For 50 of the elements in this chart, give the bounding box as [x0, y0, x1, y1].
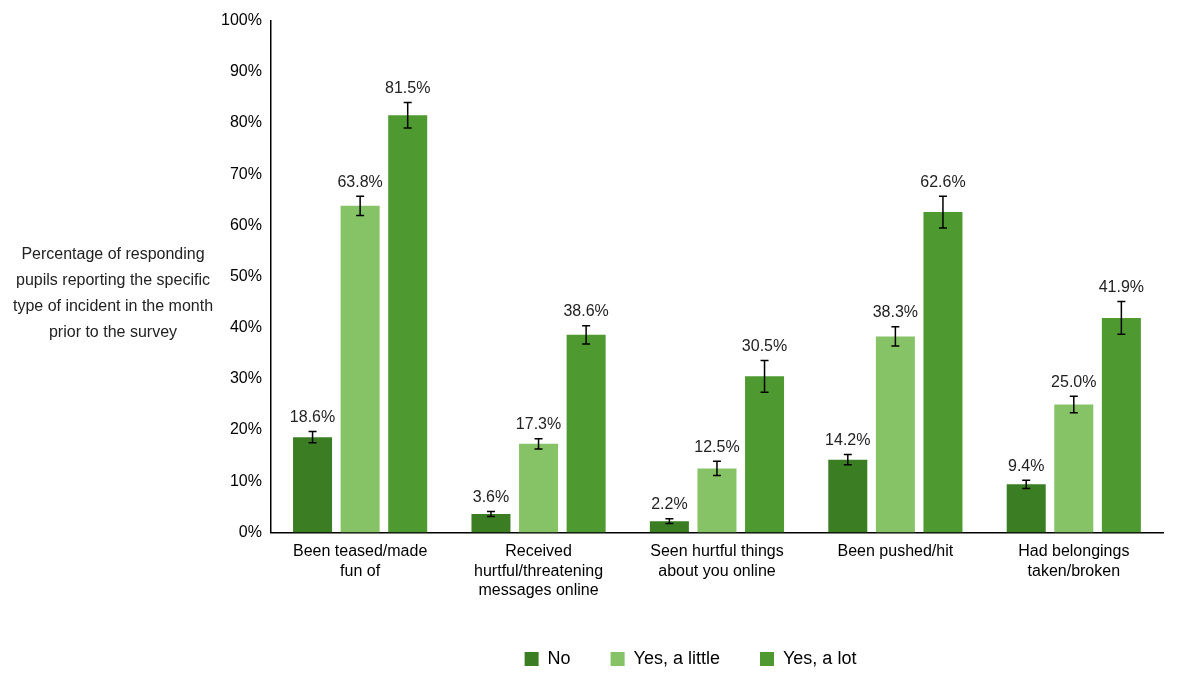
- x-tick-label: Had belongings taken/broken: [1018, 542, 1130, 579]
- y-tick-label: 0%: [238, 522, 262, 540]
- y-tick-label: 80%: [229, 113, 262, 131]
- data-label: 30.5%: [741, 336, 788, 354]
- data-label: 38.3%: [872, 303, 919, 321]
- bar: [875, 336, 915, 533]
- x-tick-label: Been pushed/hit: [837, 542, 954, 560]
- bar: [519, 443, 559, 533]
- data-label: 12.5%: [694, 437, 740, 455]
- bar: [649, 521, 689, 533]
- data-label: 81.5%: [385, 78, 431, 96]
- data-label: 63.8%: [337, 172, 383, 190]
- bar: [566, 334, 606, 533]
- bar: [745, 376, 785, 533]
- y-tick-label: 60%: [229, 215, 262, 233]
- y-tick-label: 90%: [229, 62, 262, 80]
- bar: [471, 513, 511, 533]
- y-tick-label: 50%: [229, 266, 262, 284]
- y-tick-label: 20%: [229, 420, 262, 438]
- legend-label: Yes, a lot: [783, 647, 857, 668]
- data-label: 38.6%: [563, 302, 609, 320]
- x-tick-label: Been teased/made fun of: [292, 542, 428, 579]
- y-tick-label: 10%: [229, 471, 262, 489]
- bar: [1101, 317, 1141, 533]
- bar: [828, 459, 868, 533]
- y-tick-label: 70%: [229, 164, 262, 182]
- bar: [388, 115, 428, 533]
- data-label: 25.0%: [1051, 372, 1097, 390]
- bar: [293, 437, 333, 533]
- x-tick-label: Seen hurtful things about you online: [650, 542, 784, 579]
- legend-label: Yes, a little: [633, 647, 721, 668]
- data-label: 3.6%: [472, 487, 510, 505]
- data-label: 18.6%: [289, 407, 336, 425]
- data-label: 2.2%: [651, 495, 688, 513]
- x-tick-label: Received hurtful/threatening messages online: [474, 542, 604, 598]
- data-label: 9.4%: [1007, 456, 1045, 474]
- data-label: 14.2%: [825, 431, 871, 449]
- data-label: 41.9%: [1098, 277, 1145, 295]
- bar: [1006, 484, 1046, 533]
- y-tick-label: 30%: [229, 369, 262, 387]
- y-axis-title: Percentage of responding pupils reporting the specific type of incident in the month prior to the survey: [11, 244, 215, 342]
- bar: [340, 205, 380, 533]
- legend-label: No: [547, 647, 571, 668]
- data-label: 62.6%: [920, 172, 966, 190]
- bar: [1054, 404, 1094, 533]
- bar: [697, 468, 737, 533]
- y-tick-label: 40%: [229, 318, 262, 336]
- bar: [923, 212, 963, 533]
- data-label: 17.3%: [515, 415, 562, 433]
- y-tick-label: 100%: [221, 11, 262, 29]
